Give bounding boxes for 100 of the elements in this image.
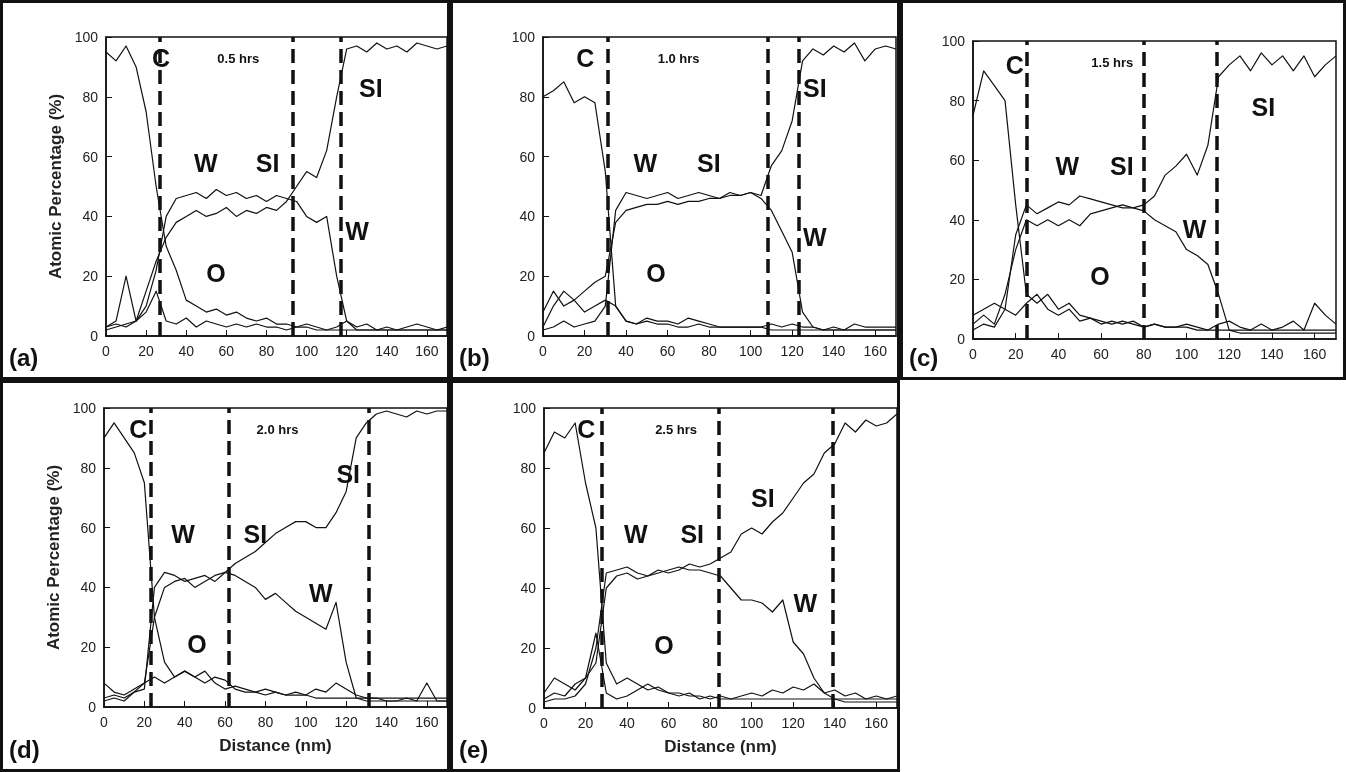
y-tick-label: 100 (511, 29, 536, 45)
x-tick-label: 60 (1093, 346, 1110, 362)
x-tick-label: 60 (660, 715, 677, 731)
x-tick-label: 140 (822, 343, 846, 359)
y-tick-label: 100 (512, 400, 537, 416)
x-tick-label: 40 (618, 343, 635, 359)
x-tick-label: 120 (334, 714, 359, 730)
annotation: W (308, 579, 333, 608)
annotation: W (1055, 152, 1080, 181)
text: (a) (9, 343, 39, 371)
annotation: W (633, 148, 658, 177)
y-tick-label: 60 (80, 519, 97, 536)
annotation: W (345, 217, 370, 246)
x-tick-label: 160 (1302, 346, 1327, 362)
y-tick-label: 80 (80, 459, 97, 476)
x-tick-label: 140 (1260, 346, 1284, 362)
y-tick-label: 80 (82, 88, 99, 105)
y-tick-label: 60 (520, 520, 537, 536)
x-tick-label: 140 (375, 343, 399, 359)
annotation: SI (803, 73, 827, 102)
x-tick-label: 80 (1136, 346, 1152, 362)
x-tick-label: 0 (540, 715, 549, 731)
x-tick-label: 100 (1174, 346, 1199, 362)
x-tick-label: 140 (823, 715, 847, 731)
annotation: SI (680, 520, 705, 548)
annotation: SI (751, 484, 775, 512)
x-tick-label: 160 (863, 343, 888, 359)
annotation: W (623, 520, 648, 548)
y-tick-label: 60 (949, 152, 966, 169)
y-tick-label: 100 (74, 29, 99, 45)
x-axis-title: Distance (nm) (219, 736, 332, 755)
annotation: SI (243, 519, 268, 548)
x-tick-label: 140 (374, 714, 399, 730)
annotation: W (1182, 214, 1207, 243)
x-tick-label: 0 (100, 714, 109, 730)
annotation: SI (359, 73, 383, 102)
text: 0.5 hrs (217, 51, 260, 66)
annotation: W (171, 519, 196, 548)
annotation: C (1005, 50, 1024, 79)
x-tick-label: 120 (781, 715, 806, 731)
y-tick-label: 20 (80, 639, 97, 656)
x-tick-label: 120 (335, 343, 359, 359)
annotation: O (654, 631, 674, 659)
x-tick-label: 100 (739, 715, 764, 731)
x-tick-label: 60 (659, 343, 676, 359)
annotation: O (1090, 262, 1110, 291)
y-axis-title: Atomic Percentage (%) (43, 464, 63, 651)
y-tick-label: 80 (520, 460, 537, 476)
text: 1.0 hrs (657, 51, 700, 66)
x-tick-label: 160 (415, 714, 439, 730)
y-tick-label: 20 (520, 640, 537, 656)
x-tick-label: 20 (136, 714, 153, 730)
x-tick-label: 120 (780, 343, 805, 359)
x-tick-label: 20 (1007, 346, 1024, 362)
annotation: W (193, 148, 218, 177)
y-tick-label: 100 (72, 400, 97, 416)
text: (b) (459, 343, 490, 371)
annotation: W (793, 589, 818, 617)
y-tick-label: 60 (519, 148, 536, 165)
x-tick-label: 160 (415, 343, 439, 359)
annotation: O (187, 630, 207, 659)
x-tick-label: 120 (1217, 346, 1242, 362)
annotation: SI (1110, 152, 1134, 181)
x-tick-label: 80 (701, 343, 718, 359)
annotation: C (577, 415, 596, 443)
annotation: SI (1251, 92, 1276, 121)
y-tick-label: 40 (519, 208, 536, 225)
text: (c) (909, 343, 939, 371)
text: (e) (459, 735, 489, 763)
x-tick-label: 0 (102, 343, 111, 359)
x-tick-label: 60 (217, 714, 234, 730)
y-tick-label: 60 (82, 148, 99, 165)
annotation: C (129, 414, 148, 443)
y-tick-label: 100 (941, 33, 966, 49)
y-tick-label: 40 (520, 580, 537, 596)
x-tick-label: 20 (577, 715, 594, 731)
text: 2.0 hrs (256, 422, 299, 437)
annotation: SI (697, 148, 721, 177)
x-tick-label: 80 (258, 343, 275, 359)
annotation: O (646, 259, 666, 288)
text: 1.5 hrs (1091, 55, 1134, 70)
x-tick-label: 40 (178, 343, 195, 359)
text: (d) (9, 735, 40, 763)
y-tick-label: 0 (957, 331, 966, 347)
x-axis-title: Distance (nm) (664, 737, 777, 756)
x-tick-label: 100 (294, 714, 318, 730)
annotation: SI (255, 148, 280, 177)
y-tick-label: 40 (80, 579, 97, 596)
x-tick-label: 40 (1050, 346, 1067, 362)
x-tick-label: 40 (176, 714, 193, 730)
x-tick-label: 160 (864, 715, 889, 731)
y-tick-label: 40 (949, 211, 966, 228)
x-tick-label: 60 (218, 343, 235, 359)
x-tick-label: 80 (257, 714, 274, 730)
annotation: C (576, 43, 595, 72)
text: 2.5 hrs (655, 422, 698, 437)
x-tick-label: 20 (138, 343, 155, 359)
x-tick-label: 40 (619, 715, 636, 731)
y-tick-label: 0 (90, 328, 99, 344)
y-tick-label: 20 (82, 268, 99, 285)
